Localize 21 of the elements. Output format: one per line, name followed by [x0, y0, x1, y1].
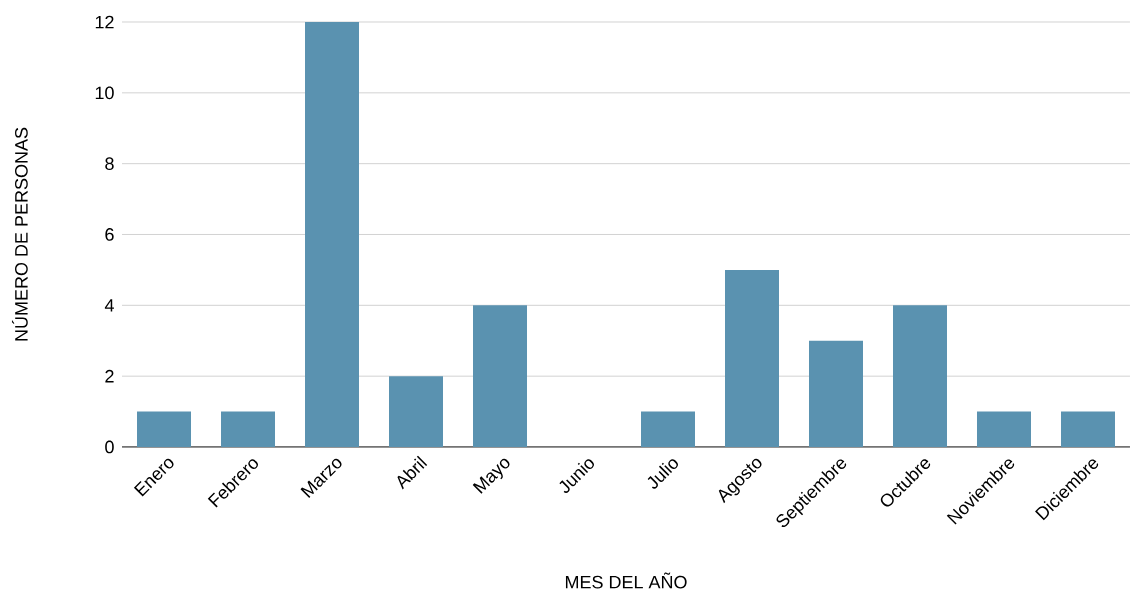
bar [809, 340, 863, 447]
y-tick-label: 12 [95, 15, 114, 29]
bar [976, 411, 1031, 447]
x-tick-label: Julio [647, 459, 678, 489]
bar [305, 22, 360, 447]
bar [725, 269, 779, 447]
y-tick-label: 0 [105, 440, 114, 454]
bar [221, 411, 276, 447]
bar [389, 376, 444, 447]
bar [473, 305, 527, 447]
bar [641, 411, 695, 447]
y-tick-label: 2 [105, 369, 114, 383]
y-tick-label: 4 [104, 299, 114, 312]
y-axis-title: NÚMERO DE PERSONAS [11, 127, 28, 341]
x-axis-title: MES DEL AÑO [565, 572, 687, 589]
y-tick-label: 10 [95, 86, 114, 100]
y-tick-label: 8 [105, 157, 114, 171]
bar [1060, 411, 1115, 447]
y-tick-label: 6 [105, 228, 114, 241]
bar [137, 411, 192, 447]
bar [893, 305, 947, 447]
